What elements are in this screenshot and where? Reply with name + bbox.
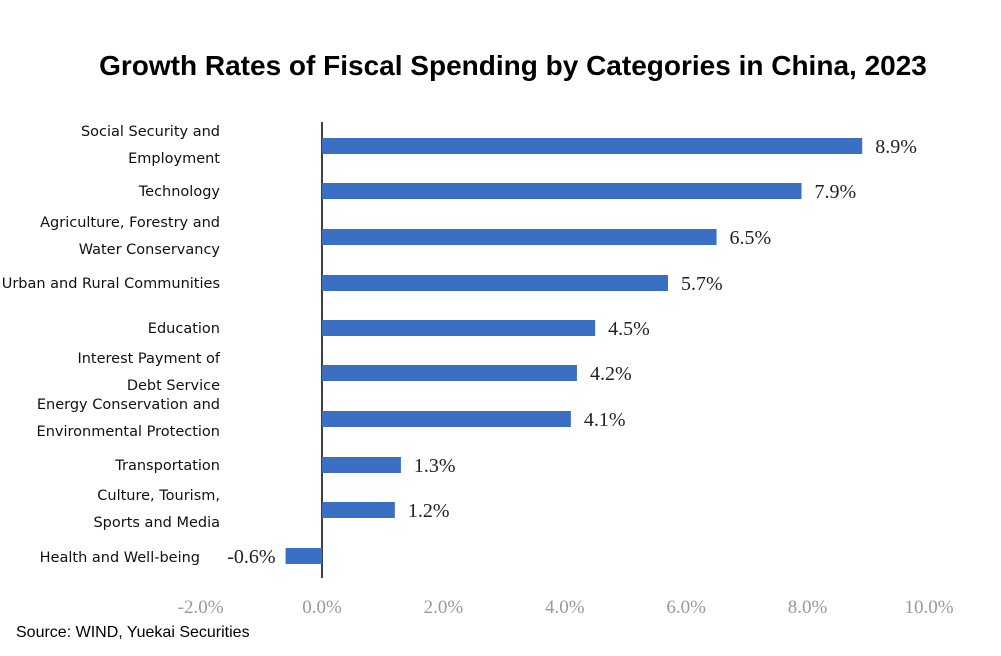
category-label: Sports and Media bbox=[93, 515, 220, 531]
value-label: 5.7% bbox=[681, 273, 723, 295]
bar bbox=[322, 457, 401, 473]
category-label: Health and Well-being bbox=[40, 550, 200, 566]
value-label: 4.2% bbox=[590, 363, 632, 385]
category-label: Urban and Rural Communities bbox=[2, 276, 220, 292]
category-label: Energy Conservation and bbox=[37, 397, 220, 413]
category-label: Culture, Tourism, bbox=[97, 488, 220, 504]
category-label: Employment bbox=[128, 151, 220, 167]
x-tick-label: 2.0% bbox=[424, 597, 464, 618]
chart-title: Growth Rates of Fiscal Spending by Categ… bbox=[99, 50, 927, 81]
category-label: Social Security and bbox=[81, 124, 220, 140]
x-tick-label: 10.0% bbox=[904, 597, 953, 618]
bar bbox=[322, 229, 717, 245]
x-tick-label: 8.0% bbox=[788, 597, 828, 618]
category-label: Transportation bbox=[114, 458, 220, 474]
value-label: 7.9% bbox=[815, 181, 857, 203]
value-label: 1.2% bbox=[408, 500, 450, 522]
category-label: Technology bbox=[138, 184, 221, 200]
x-tick-label: -2.0% bbox=[178, 597, 224, 618]
bar bbox=[322, 138, 863, 154]
bar bbox=[322, 502, 395, 518]
value-label: 1.3% bbox=[414, 455, 456, 477]
category-label: Agriculture, Forestry and bbox=[40, 215, 220, 231]
x-tick-label: 6.0% bbox=[666, 597, 706, 618]
value-label: 4.5% bbox=[608, 318, 650, 340]
bar bbox=[285, 548, 322, 564]
bar bbox=[322, 183, 802, 199]
category-label: Water Conservancy bbox=[79, 242, 221, 258]
category-label: Debt Service bbox=[127, 378, 220, 394]
bar bbox=[322, 365, 577, 381]
value-label: -0.6% bbox=[227, 546, 275, 568]
category-label: Environmental Protection bbox=[37, 424, 220, 440]
value-label: 8.9% bbox=[875, 136, 917, 158]
x-tick-label: 4.0% bbox=[545, 597, 585, 618]
x-tick-label: 0.0% bbox=[302, 597, 342, 618]
source-note: Source: WIND, Yuekai Securities bbox=[16, 624, 250, 641]
value-label: 4.1% bbox=[584, 409, 626, 431]
bar bbox=[322, 275, 668, 291]
bar bbox=[322, 320, 596, 336]
value-label: 6.5% bbox=[730, 227, 772, 249]
bar bbox=[322, 411, 571, 427]
category-label: Education bbox=[148, 321, 220, 337]
category-label: Interest Payment of bbox=[77, 351, 220, 367]
